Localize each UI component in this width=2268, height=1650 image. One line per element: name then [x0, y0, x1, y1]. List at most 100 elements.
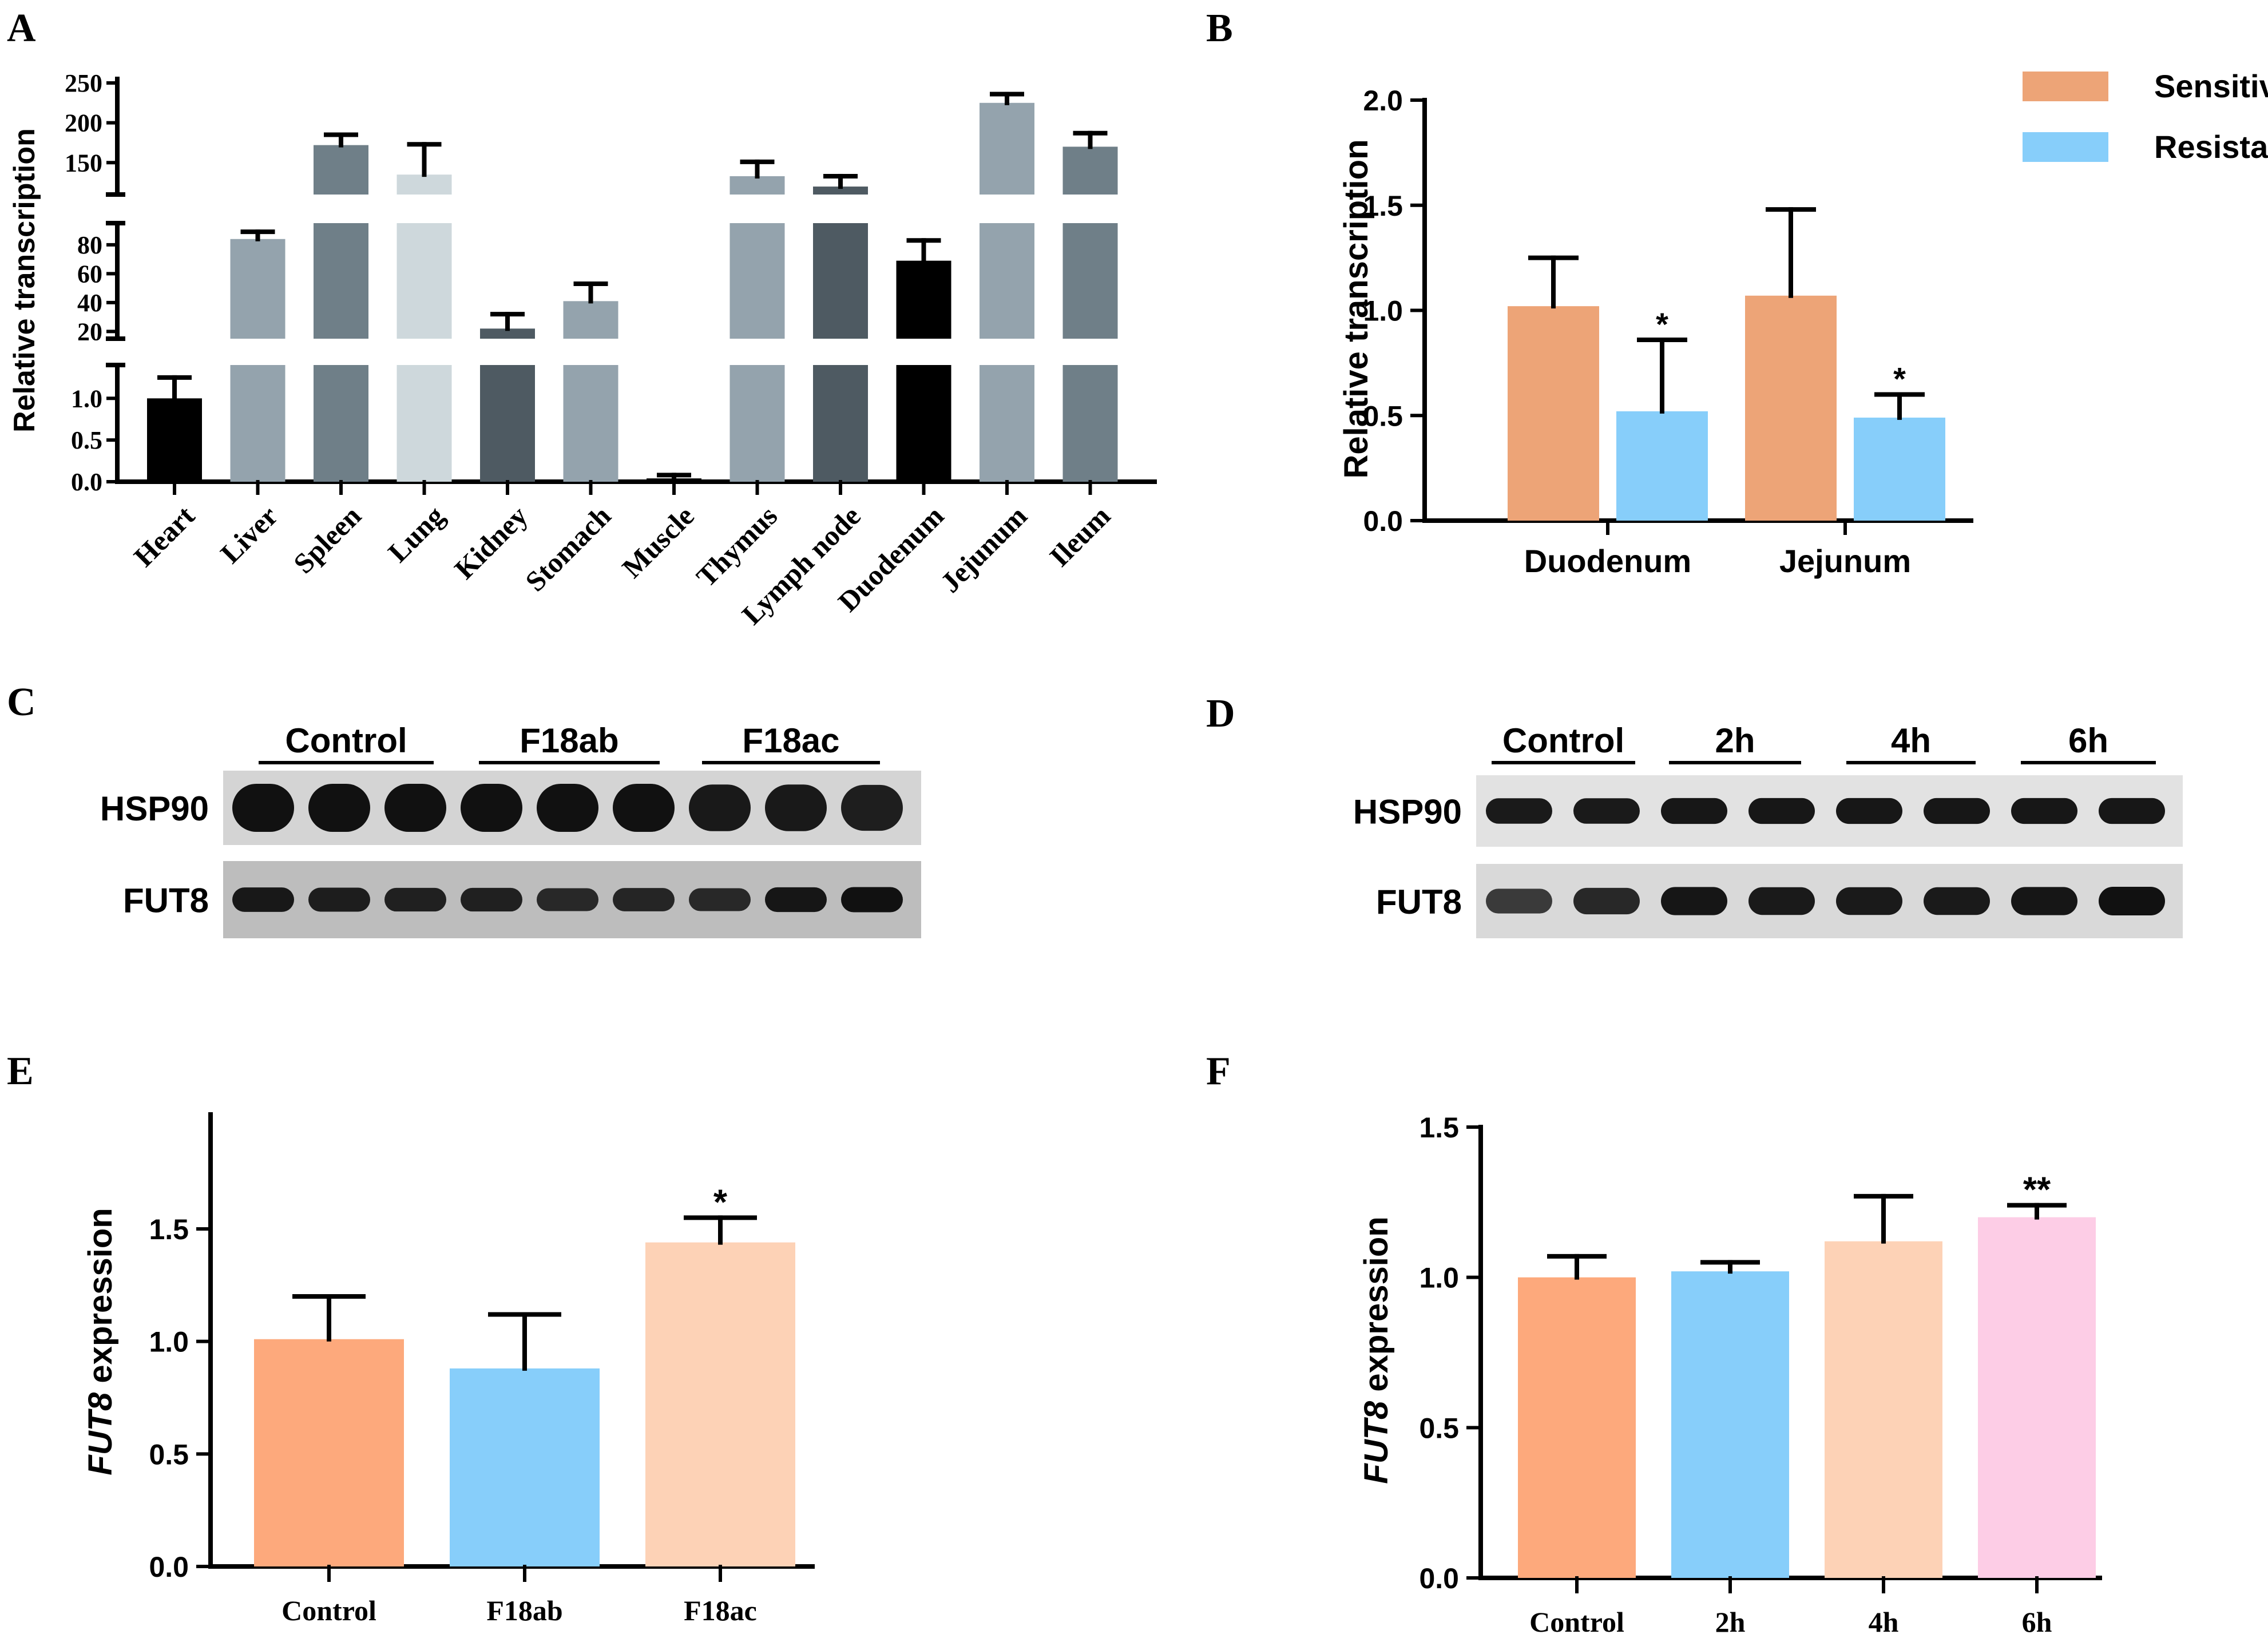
d-group-label-6h: 6h — [2068, 721, 2108, 760]
d-group-label-4h: 4h — [1891, 721, 1931, 760]
a-y-tick-label: 0.5 — [71, 426, 102, 454]
d-band-fut8-lane-2 — [1573, 887, 1640, 915]
a-bar-duodenum-mid — [896, 260, 951, 339]
western-blot-c: Control F18ab F18ac HSP90 FUT8 — [100, 721, 921, 938]
a-bar-spleen-mid — [314, 223, 368, 339]
panel-label-e: E — [7, 1049, 34, 1093]
a-y-tick-label: 60 — [77, 260, 102, 288]
f-bar-2h — [1671, 1271, 1789, 1578]
a-bar-duodenum-low — [896, 365, 951, 482]
b-bar-jejunum-resistant — [1854, 417, 1945, 521]
a-bar-liver-mid — [230, 239, 286, 339]
c-band-hsp90-lane-8 — [765, 784, 827, 831]
c-band-fut8-lane-2 — [308, 887, 370, 912]
western-blot-d: Control 2h 4h 6h HSP90 FUT8 — [1353, 721, 2183, 938]
f-bar-6h — [1978, 1217, 2096, 1578]
a-bar-ileum-mid — [1062, 223, 1118, 339]
f-y-tick-label: 1.0 — [1419, 1262, 1459, 1294]
panel-label-b: B — [1206, 6, 1233, 50]
a-bar-lymph-node-low — [813, 365, 868, 482]
d-band-fut8-lane-4 — [1748, 887, 1815, 915]
b-bar-duodenum-sensitive — [1508, 306, 1599, 521]
a-bar-lung-high — [396, 174, 452, 195]
a-bar-heart-low — [147, 398, 202, 482]
e-category-label-f18ac: F18ac — [684, 1595, 757, 1627]
b-category-label-duodenum: Duodenum — [1524, 543, 1691, 579]
b-bar-duodenum-resistant — [1616, 411, 1708, 521]
a-bar-ileum-high — [1062, 146, 1118, 195]
a-y-tick-label: 40 — [77, 289, 102, 317]
panel-label-a: A — [7, 6, 36, 50]
chart-e-fut8-expression: 0.0 0.5 1.0 1.5 FUT8 expression Control F18ab *… — [82, 1112, 815, 1627]
c-band-fut8-lane-1 — [232, 887, 294, 912]
e-bar-f18ab — [450, 1368, 600, 1566]
c-band-hsp90-lane-5 — [537, 784, 598, 832]
c-group-label-control: Control — [285, 721, 407, 760]
c-row-label-fut8: FUT8 — [123, 882, 209, 920]
f-category-label-6h: 6h — [2022, 1606, 2052, 1638]
b-significance-jejunum-resistant: * — [1893, 361, 1906, 397]
panel-label-f: F — [1206, 1049, 1231, 1093]
a-bar-kidney-mid — [480, 328, 535, 339]
a-bar-jejunum-mid — [980, 223, 1034, 339]
f-y-tick-label: 0.5 — [1419, 1412, 1459, 1444]
c-band-hsp90-lane-4 — [461, 784, 522, 832]
a-y-tick-label: 20 — [77, 318, 102, 346]
f-y-axis-label-rest: expression — [1358, 1216, 1395, 1401]
e-y-tick-label: 0.5 — [149, 1438, 189, 1470]
a-y-axis-label: Relative transcription — [8, 128, 41, 433]
panel-label-d: D — [1206, 692, 1235, 736]
d-band-fut8-lane-5 — [1836, 887, 1902, 915]
a-bar-spleen-low — [314, 365, 368, 482]
d-row-label-hsp90: HSP90 — [1353, 793, 1462, 831]
a-bar-lung-mid — [396, 223, 452, 339]
c-band-fut8-lane-7 — [689, 888, 751, 911]
a-y-tick-label: 250 — [65, 69, 102, 97]
d-band-fut8-lane-1 — [1486, 889, 1552, 914]
b-y-tick-label: 0.5 — [1363, 400, 1403, 432]
d-band-hsp90-lane-3 — [1661, 798, 1727, 824]
c-band-fut8-lane-5 — [537, 888, 598, 911]
d-band-fut8-lane-6 — [1924, 887, 1990, 915]
c-band-fut8-lane-9 — [841, 887, 903, 913]
a-y-tick-label: 80 — [77, 231, 102, 259]
f-y-axis-label-italic: FUT8 — [1358, 1401, 1395, 1484]
c-band-hsp90-lane-1 — [232, 784, 294, 832]
a-bar-thymus-mid — [729, 223, 785, 339]
d-band-hsp90-lane-8 — [2099, 798, 2165, 824]
e-category-label-f18ab: F18ab — [486, 1595, 562, 1627]
c-band-fut8-lane-3 — [384, 887, 446, 912]
c-band-hsp90-lane-2 — [308, 784, 370, 832]
b-category-label-jejunum: Jejunum — [1779, 543, 1911, 579]
b-y-tick-label: 2.0 — [1363, 85, 1403, 117]
a-y-tick-label: 150 — [65, 149, 102, 177]
a-y-tick-label: 0.0 — [71, 468, 102, 496]
f-category-label-control: Control — [1529, 1606, 1624, 1638]
f-category-label-4h: 4h — [1869, 1606, 1899, 1638]
d-band-hsp90-lane-4 — [1748, 798, 1815, 824]
b-legend-label-sensitive: Sensitive — [2154, 68, 2268, 104]
d-group-label-control: Control — [1502, 721, 1624, 760]
b-y-tick-label: 0.0 — [1363, 505, 1403, 537]
a-bar-lymph-node-high — [813, 187, 868, 195]
a-bar-spleen-high — [314, 145, 368, 195]
c-band-hsp90-lane-9 — [841, 784, 903, 831]
c-row-label-hsp90: HSP90 — [100, 790, 209, 828]
f-y-tick-label: 0.0 — [1419, 1562, 1459, 1595]
d-band-fut8-lane-8 — [2099, 887, 2165, 915]
chart-f-fut8-expression-time: 0.0 0.5 1.0 1.5 FUT8 expression Control 2h 4h **… — [1358, 1112, 2102, 1638]
e-y-axis-label: FUT8 expression — [82, 1208, 119, 1475]
d-band-hsp90-lane-5 — [1836, 798, 1902, 824]
d-band-fut8-lane-3 — [1661, 887, 1727, 915]
e-bar-control — [254, 1339, 404, 1566]
c-band-hsp90-lane-6 — [613, 784, 675, 832]
a-bar-ileum-low — [1062, 365, 1118, 482]
a-bar-jejunum-low — [980, 365, 1034, 482]
e-bar-f18ac — [645, 1242, 795, 1566]
b-legend-label-resistant: Resistant — [2154, 129, 2268, 165]
a-bar-stomach-low — [563, 365, 618, 482]
a-bar-kidney-low — [480, 365, 535, 482]
b-significance-duodenum-resistant: * — [1656, 306, 1668, 342]
a-bar-liver-low — [230, 365, 286, 482]
